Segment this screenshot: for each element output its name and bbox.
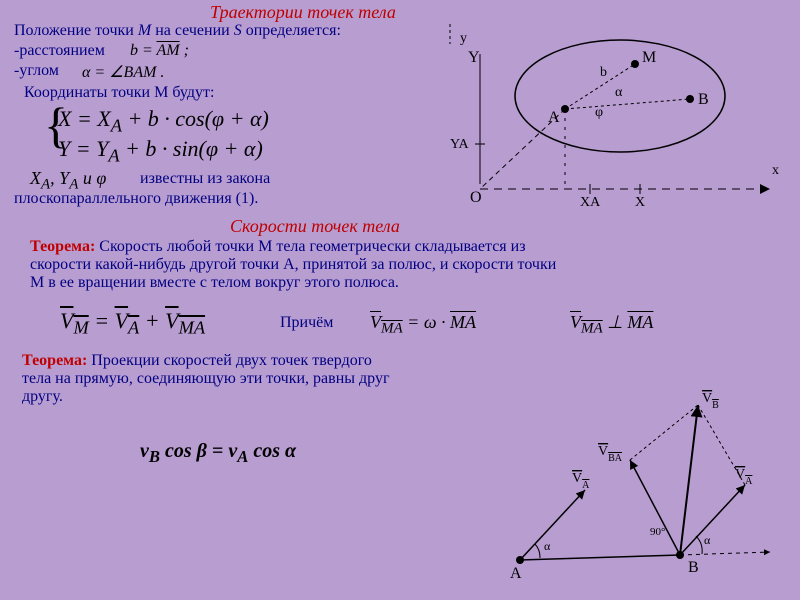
b-eq-semi: ; xyxy=(180,42,189,59)
eqY-sub: A xyxy=(108,146,119,166)
svg-text:VA: VA xyxy=(572,471,590,491)
theorem1-l2: скорости какой-нибудь другой точки A, пр… xyxy=(30,256,556,273)
theorem-label-2: Теорема: xyxy=(22,352,87,369)
b-eq-text: b = xyxy=(130,42,157,59)
svg-text:x: x xyxy=(772,163,779,178)
eqX-tail: + b · cos(φ + α) xyxy=(122,106,269,131)
svg-text:α: α xyxy=(615,85,623,100)
theorem2-l2: тела на прямую, соединяющую эти точки, р… xyxy=(22,370,390,387)
theorem1-l1: Скорость любой точки M тела геометрическ… xyxy=(99,238,525,255)
svg-text:b: b xyxy=(600,65,607,80)
intro-M: M xyxy=(138,22,151,39)
perp-sign: ⊥ xyxy=(603,312,628,332)
theorem1: Теорема: Скорость любой точки M тела гео… xyxy=(30,238,770,292)
title-velocities: Скорости точек тела xyxy=(230,216,400,237)
svg-text:YA: YA xyxy=(450,137,470,152)
vel-eq-plus: + xyxy=(139,308,165,333)
vma-mag-eq: = ω · xyxy=(403,312,450,332)
svg-text:α: α xyxy=(544,539,551,553)
VMA2: VMA xyxy=(370,312,403,332)
title-trajectories: Траектории точек тела xyxy=(210,2,396,23)
svg-text:X: X xyxy=(635,195,645,210)
svg-text:VB: VB xyxy=(702,391,719,411)
cosa: cos α xyxy=(248,440,296,462)
vel-eq-sign1: = xyxy=(89,308,115,333)
MA-ov: MA xyxy=(450,312,476,332)
intro-b-eq: b = AM ; xyxy=(130,42,189,60)
eq-X: X = XA + b · cos(φ + α) xyxy=(58,106,269,136)
cosb: cos β = xyxy=(160,440,228,462)
svg-text:B: B xyxy=(688,559,699,576)
theorem2-l1: Проекции скоростей двух точек твердого xyxy=(91,352,372,369)
AM-overline: AM xyxy=(157,42,180,59)
vB: v xyxy=(140,440,149,462)
intro-angle-label: -углом xyxy=(14,62,59,80)
vma-perp: VMA ⊥ MA xyxy=(570,312,653,338)
known-text2: плоскопараллельного движения (1). xyxy=(14,190,258,208)
theorem2: Теорема: Проекции скоростей двух точек т… xyxy=(22,352,502,406)
svg-text:XA: XA xyxy=(580,195,601,210)
svg-text:B: B xyxy=(698,91,709,108)
intro-S: S xyxy=(234,22,242,39)
MA-ov2: MA xyxy=(627,312,653,332)
svg-text:α: α xyxy=(704,533,711,547)
known-phi: и φ xyxy=(78,168,106,188)
velocity-equation: VM = VA + VMA xyxy=(60,308,205,338)
svg-text:y: y xyxy=(460,31,467,46)
eqY-tail: + b · sin(φ + α) xyxy=(120,136,263,161)
known-X: X xyxy=(30,168,41,188)
vA-sub: A xyxy=(237,447,248,466)
vA: v xyxy=(228,440,237,462)
vB-sub: B xyxy=(149,447,160,466)
svg-text:VBA: VBA xyxy=(598,444,623,464)
intro-alpha-eq: α = ∠BAM . xyxy=(82,62,164,82)
theorem1-l3: M в ее вращении вместе с телом вокруг эт… xyxy=(30,274,399,291)
svg-text:M: M xyxy=(642,49,656,66)
intro-line1-mid: на сечении xyxy=(151,22,234,39)
theorem2-l3: другу. xyxy=(22,388,63,405)
svg-text:A: A xyxy=(510,565,522,582)
svg-text:Y: Y xyxy=(468,49,480,66)
svg-text:O: O xyxy=(470,189,482,206)
known-Y: , Y xyxy=(50,168,69,188)
intro-line1-pre: Положение точки xyxy=(14,22,138,39)
theorem-label-1: Теорема: xyxy=(30,238,95,255)
VMA3: VMA xyxy=(570,312,603,332)
eq-Y: Y = YA + b · sin(φ + α) xyxy=(58,136,269,166)
projection-equation: vB cos β = vA cos α xyxy=(140,440,296,467)
brace-icon: { xyxy=(44,100,68,150)
svg-text:φ: φ xyxy=(595,105,603,120)
alpha-eq-period: . xyxy=(156,64,164,81)
intro-line1-post: определяется: xyxy=(242,22,341,39)
intro-dist-label: -расстоянием xyxy=(14,42,105,60)
alpha-eq-text: α = ∠BAM xyxy=(82,64,156,81)
VA: VA xyxy=(115,308,140,333)
svg-text:90°: 90° xyxy=(650,526,665,538)
eqX-sub: A xyxy=(111,115,122,135)
prichem-label: Причём xyxy=(280,314,333,332)
diagram-velocities: A B VA α VA VBA VB 90° α xyxy=(480,360,790,595)
VM: VM xyxy=(60,308,89,333)
diagram-trajectory: y Y YA O x XA X A M B b α φ xyxy=(420,14,790,224)
known-text1: известны из закона xyxy=(140,170,270,188)
vma-magnitude: VMA = ω · MA xyxy=(370,312,476,338)
VMA: VMA xyxy=(165,308,205,333)
intro-line1: Положение точки M на сечении S определяе… xyxy=(14,22,434,40)
